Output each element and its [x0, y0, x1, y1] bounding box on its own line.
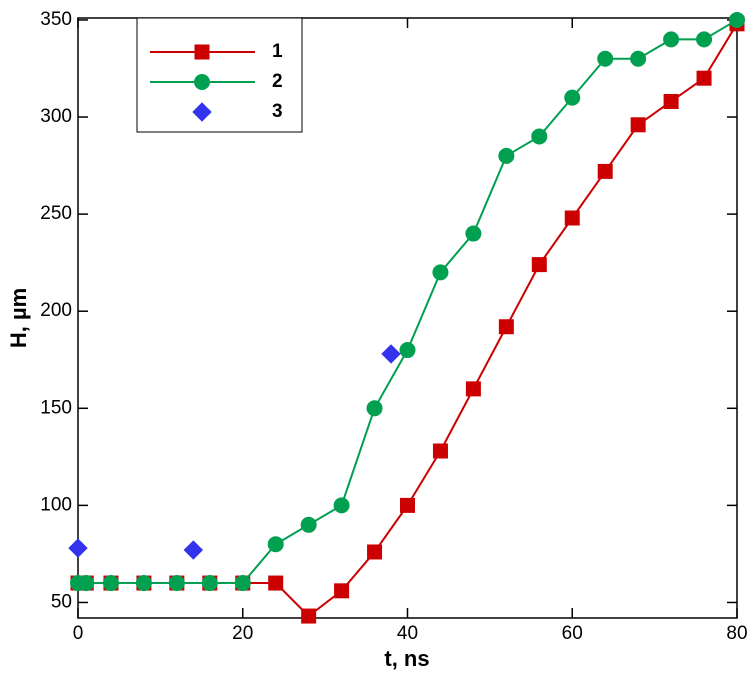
x-tick-label: 0 [73, 623, 84, 644]
marker [268, 575, 284, 591]
marker [201, 575, 218, 592]
marker [183, 540, 204, 560]
marker [729, 11, 745, 28]
marker [531, 128, 548, 145]
legend-box [136, 17, 303, 133]
series-line [78, 19, 738, 585]
marker [498, 147, 515, 164]
marker [192, 102, 212, 122]
marker [564, 89, 581, 106]
marker [102, 575, 119, 592]
marker [267, 536, 284, 553]
marker [333, 497, 350, 514]
marker [194, 74, 210, 90]
marker [168, 575, 185, 592]
x-tick-label: 80 [726, 623, 747, 644]
y-tick-label: 300 [40, 106, 72, 127]
marker [432, 264, 449, 281]
marker [301, 608, 317, 624]
y-tick-label: 250 [40, 203, 72, 224]
marker [78, 575, 95, 592]
legend-text: 1 [272, 41, 283, 62]
legend-text: 3 [272, 101, 283, 122]
y-axis-title: H, µm [6, 288, 31, 348]
marker [465, 381, 481, 397]
marker [696, 70, 712, 86]
y-tick-label: 350 [40, 9, 72, 30]
x-tick-label: 60 [562, 623, 583, 644]
marker [432, 443, 448, 459]
marker [300, 516, 317, 533]
marker [630, 50, 647, 67]
legend-text: 2 [272, 71, 283, 92]
marker [663, 31, 680, 48]
x-tick-label: 20 [232, 623, 253, 644]
marker [367, 544, 383, 560]
y-tick-label: 100 [40, 494, 72, 515]
x-tick-label: 40 [397, 623, 418, 644]
marker [597, 163, 613, 179]
marker [334, 583, 350, 599]
marker [498, 319, 514, 335]
x-axis-title: t, ns [384, 646, 429, 671]
marker [68, 538, 88, 558]
marker [663, 93, 679, 109]
marker [135, 575, 152, 592]
marker [597, 50, 614, 67]
marker [696, 31, 713, 48]
marker [234, 575, 251, 592]
marker [465, 225, 482, 242]
marker [630, 117, 646, 133]
y-tick-label: 150 [40, 397, 72, 418]
marker [564, 210, 580, 226]
marker [531, 257, 547, 273]
marker [400, 497, 415, 513]
marker [366, 400, 383, 417]
marker [399, 342, 416, 359]
marker [194, 44, 210, 60]
y-tick-label: 50 [51, 591, 72, 612]
y-tick-label: 200 [40, 300, 72, 321]
marker [381, 344, 401, 364]
